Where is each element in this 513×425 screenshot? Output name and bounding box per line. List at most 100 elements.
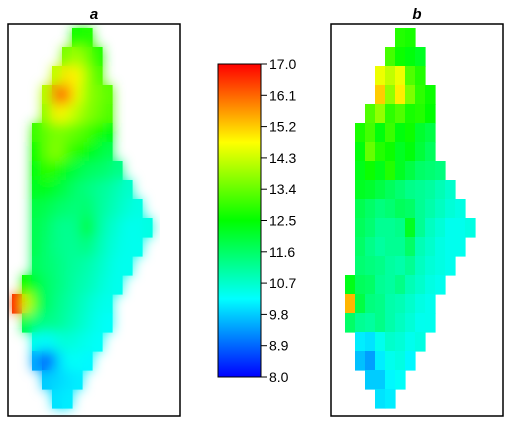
panel-b-cell — [425, 237, 436, 257]
panel-b-cell — [355, 313, 366, 333]
panel-b-cell — [375, 351, 386, 371]
panel-a-smooth-cell — [112, 256, 123, 276]
panel-b-cell — [355, 123, 366, 143]
panel-a-smooth-cell — [42, 351, 53, 371]
panel-b-cell — [415, 47, 426, 67]
panel-b-cell — [425, 161, 436, 181]
panel-b-cell — [415, 237, 426, 257]
panel-a-smooth-cell — [82, 66, 93, 86]
panel-a-smooth-cell — [92, 199, 103, 219]
panel-a-smooth-cell — [52, 218, 63, 238]
panel-a-smooth-cell — [92, 256, 103, 276]
panel-b-cell — [425, 218, 436, 238]
panel-b-cell — [355, 275, 366, 295]
panel-b-cell — [405, 180, 416, 200]
panel-a-smooth-cell — [52, 199, 63, 219]
panel-a-smooth-cell — [42, 161, 53, 181]
panel-b-cell — [365, 180, 376, 200]
panel-b-cell — [385, 294, 396, 314]
panel-a-smooth-cell — [52, 313, 63, 333]
panel-b-cell — [395, 28, 406, 48]
panel-a-smooth-cell — [42, 275, 53, 295]
panel-a-smooth-cell — [72, 370, 83, 390]
panel-a-smooth-cell — [42, 199, 53, 219]
panel-a-smooth-cell — [62, 294, 73, 314]
panel-b-cell — [375, 332, 386, 352]
panel-b-cell — [415, 313, 426, 333]
panel-a-smooth-cell — [92, 218, 103, 238]
panel-a-smooth-cell — [52, 332, 63, 352]
panel-a-smooth-cell — [102, 256, 113, 276]
panel-a-smooth-cell — [62, 199, 73, 219]
panel-b-cell — [375, 104, 386, 124]
panel-a-smooth-cell — [122, 256, 133, 276]
panel-b-cell — [405, 104, 416, 124]
panel-b-cell — [375, 313, 386, 333]
panel-b-cell — [425, 85, 436, 105]
panel-b-cell — [445, 199, 456, 219]
panel-a-smooth-cell — [102, 199, 113, 219]
panel-b-cell — [385, 85, 396, 105]
panel-a-smooth-cell — [92, 47, 103, 67]
panel-b-cell — [365, 370, 376, 390]
panel-b-cell — [365, 142, 376, 162]
panel-a-smooth-cell — [142, 218, 153, 238]
panel-b-cell — [395, 104, 406, 124]
panel-a-smooth-cell — [82, 104, 93, 124]
panel-b-cell — [425, 104, 436, 124]
panel-b-cell — [355, 199, 366, 219]
panel-b-cell — [385, 180, 396, 200]
panel-a-smooth-cell — [62, 180, 73, 200]
panel-b-cell — [385, 199, 396, 219]
panel-a-smooth-cell — [62, 142, 73, 162]
panel-b-cell — [345, 313, 356, 333]
panel-a-smooth-cell — [82, 28, 93, 48]
panel-a-smooth-cell — [42, 104, 53, 124]
panel-b-cell — [405, 313, 416, 333]
panel-b-cell — [395, 294, 406, 314]
panel-b-cell — [375, 370, 386, 390]
panel-b-cell — [395, 332, 406, 352]
panel-a-smooth-cell — [72, 180, 83, 200]
panel-b-cell — [395, 351, 406, 371]
colorbar-gradient — [217, 63, 262, 378]
panel-a-smooth-cell — [82, 47, 93, 67]
panel-a-smooth-cell — [62, 237, 73, 257]
panel-a-smooth-cell — [72, 142, 83, 162]
panel-b-cell — [375, 218, 386, 238]
panel-b-cell — [445, 218, 456, 238]
panel-b-cell — [405, 66, 416, 86]
colorbar-tick-label: 14.3 — [269, 150, 296, 166]
panel-b-cell — [415, 275, 426, 295]
panel-b-cell — [385, 275, 396, 295]
panel-b-cell — [385, 237, 396, 257]
panel-a-smooth-cell — [102, 237, 113, 257]
panel-a-smooth-cell — [82, 142, 93, 162]
panel-a-smooth-cell — [112, 237, 123, 257]
colorbar-tick-label: 8.0 — [269, 369, 289, 385]
panel-a-smooth-cell — [52, 142, 63, 162]
panel-b-cell — [375, 142, 386, 162]
panel-b-cell — [435, 218, 446, 238]
panel-a-smooth-cell — [42, 85, 53, 105]
panel-a-smooth-cell — [52, 104, 63, 124]
panel-b-cell — [435, 275, 446, 295]
panel-b-cell — [455, 199, 466, 219]
panel-a-smooth-cell — [122, 237, 133, 257]
panel-a-smooth-cell — [102, 218, 113, 238]
panel-b-cell — [405, 256, 416, 276]
panel-b-cell — [395, 123, 406, 143]
panel-b-cell — [415, 218, 426, 238]
panel-a-smooth-cell — [102, 313, 113, 333]
panel-a-smooth-cell — [62, 85, 73, 105]
panel-b-cell — [385, 161, 396, 181]
panel-a-smooth-cell — [92, 332, 103, 352]
panel-a-smooth-cell — [32, 332, 43, 352]
panel-b-cell — [385, 389, 396, 409]
panel-a-smooth-cell — [92, 161, 103, 181]
colorbar-tick-label: 9.8 — [269, 306, 289, 322]
panel-a-heatmap — [12, 28, 153, 409]
panel-a-smooth-cell — [32, 142, 43, 162]
panel-b-cell — [405, 142, 416, 162]
